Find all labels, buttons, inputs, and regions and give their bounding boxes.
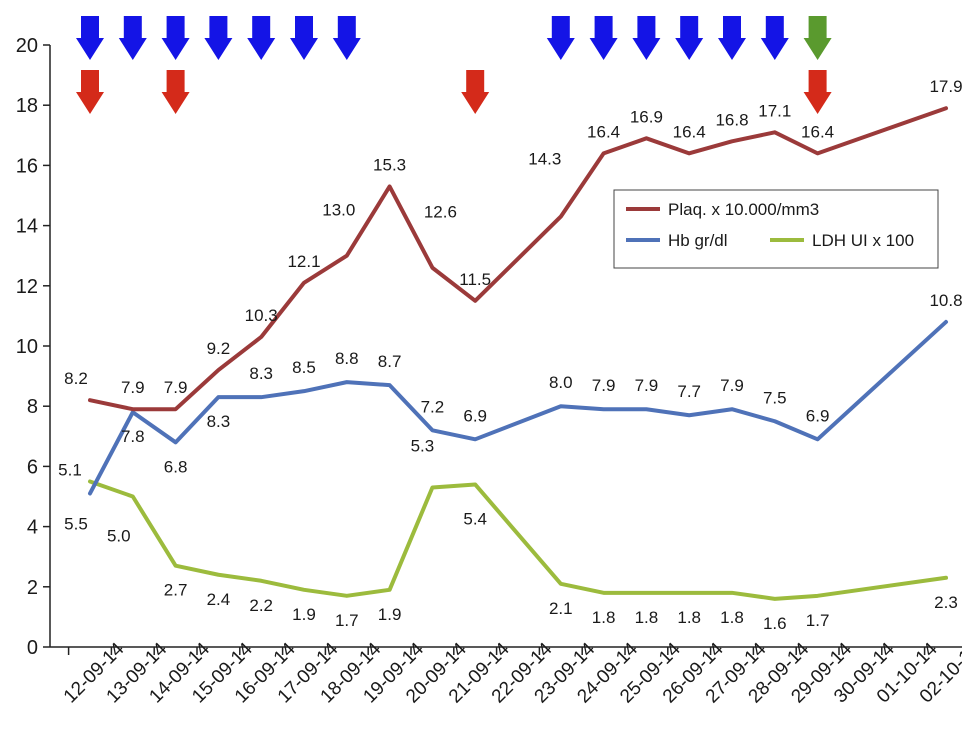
blue-arrow-icon [546, 16, 575, 60]
legend-item-ldh-label: LDH UI x 100 [812, 231, 914, 250]
y-tick-label: 4 [27, 517, 38, 539]
data-label-plaq: 17.1 [758, 101, 791, 120]
data-label-ldh: 1.9 [292, 605, 316, 624]
blue-arrow-icon [161, 16, 190, 60]
data-label-hb: 7.2 [421, 397, 445, 416]
data-label-ldh: 1.8 [677, 608, 701, 627]
legend-item-plaq-label: Plaq. x 10.000/mm3 [668, 200, 819, 219]
data-label-hb: 5.1 [58, 460, 82, 479]
blue-arrow-icon [204, 16, 233, 60]
data-label-plaq: 7.9 [121, 378, 145, 397]
series-line-ldh [88, 479, 948, 601]
data-label-plaq: 14.3 [528, 150, 561, 169]
data-label-hb: 8.5 [292, 358, 316, 377]
red-arrow-icon [461, 70, 490, 114]
data-label-plaq: 16.9 [630, 107, 663, 126]
data-label-hb: 7.9 [720, 376, 744, 395]
legend-box [613, 189, 939, 269]
blue-arrow-icon [76, 16, 104, 60]
data-labels: 8.2 7.9 7.9 9.2 10.3 12.1 13.0 15.3 12.6 11.5 14.3… [58, 77, 962, 633]
series-lines [88, 106, 948, 601]
data-label-plaq: 17.9 [929, 77, 962, 96]
y-tick-label: 0 [27, 637, 38, 659]
data-label-plaq: 16.4 [673, 122, 706, 141]
blue-arrow-icon [247, 16, 276, 60]
data-label-plaq: 16.4 [587, 122, 620, 141]
blue-arrow-icon [760, 16, 789, 60]
data-label-hb: 6.9 [806, 406, 830, 425]
data-label-ldh: 1.7 [335, 611, 359, 630]
red-arrow-icon [76, 70, 104, 114]
data-label-ldh: 2.1 [549, 599, 573, 618]
blue-arrow-icon [290, 16, 318, 60]
blue-arrow-icon [332, 16, 361, 60]
data-label-plaq: 12.1 [287, 252, 320, 271]
blue-arrow-icon [118, 16, 147, 60]
y-tick-label: 16 [16, 155, 38, 177]
y-tick-label: 2 [27, 577, 38, 599]
data-label-hb: 7.7 [677, 382, 701, 401]
data-label-plaq: 8.2 [64, 369, 88, 388]
data-label-plaq: 10.3 [245, 306, 278, 325]
data-label-ldh: 2.3 [934, 593, 958, 612]
data-label-hb: 7.5 [763, 388, 787, 407]
data-label-plaq: 12.6 [424, 203, 457, 222]
data-label-ldh: 1.6 [763, 614, 787, 633]
data-label-ldh: 2.7 [164, 581, 188, 600]
data-label-hb: 10.8 [929, 291, 962, 310]
series-line-plaq [88, 106, 948, 412]
data-label-ldh: 5.3 [411, 436, 435, 455]
blue-arrow-icon [632, 16, 661, 60]
data-label-ldh: 5.0 [107, 527, 131, 546]
blue-arrow-icon [589, 16, 618, 60]
y-tick-label: 12 [16, 276, 38, 298]
data-label-ldh: 1.9 [378, 605, 402, 624]
data-label-hb: 7.8 [121, 427, 145, 446]
green-arrow-icon [803, 16, 832, 60]
legend-item-hb-label: Hb gr/dl [668, 231, 728, 250]
data-label-ldh: 1.8 [635, 608, 659, 627]
blue-arrow-icon [718, 16, 746, 60]
data-label-ldh: 5.5 [64, 514, 88, 533]
data-label-hb: 6.8 [164, 457, 188, 476]
data-label-ldh: 1.8 [720, 608, 744, 627]
data-label-hb: 6.9 [463, 406, 487, 425]
data-label-plaq: 9.2 [207, 339, 231, 358]
data-label-hb: 8.3 [207, 412, 231, 431]
y-tick-label: 10 [16, 336, 38, 358]
data-label-ldh: 1.7 [806, 611, 830, 630]
y-tick-label: 18 [16, 95, 38, 117]
data-label-ldh: 5.4 [463, 509, 487, 528]
data-label-hb: 7.9 [592, 376, 616, 395]
data-label-ldh: 1.8 [592, 608, 616, 627]
data-label-plaq: 7.9 [164, 378, 188, 397]
data-label-ldh: 2.4 [207, 590, 231, 609]
blue-arrow-icon [675, 16, 704, 60]
data-label-plaq: 15.3 [373, 155, 406, 174]
data-label-hb: 8.3 [249, 364, 273, 383]
data-label-hb: 7.9 [635, 376, 659, 395]
y-tick-label: 8 [27, 396, 38, 418]
data-label-plaq: 13.0 [322, 201, 355, 220]
data-label-hb: 8.8 [335, 349, 359, 368]
red-arrow-icon [161, 70, 190, 114]
y-tick-label: 6 [27, 456, 38, 478]
treatment-arrows [76, 16, 832, 114]
data-label-plaq: 16.8 [715, 110, 748, 129]
red-arrow-icon [803, 70, 832, 114]
legend: Plaq. x 10.000/mm3 Hb gr/dl LDH UI x 100 [613, 189, 939, 269]
data-label-hb: 8.7 [378, 352, 402, 371]
y-tick-label: 14 [16, 216, 38, 238]
data-label-plaq: 16.4 [801, 122, 834, 141]
data-label-plaq: 11.5 [459, 270, 491, 289]
y-tick-label: 20 [16, 35, 38, 57]
series-line-hb [88, 319, 948, 496]
data-label-ldh: 2.2 [249, 596, 273, 615]
data-label-hb: 8.0 [549, 373, 573, 392]
